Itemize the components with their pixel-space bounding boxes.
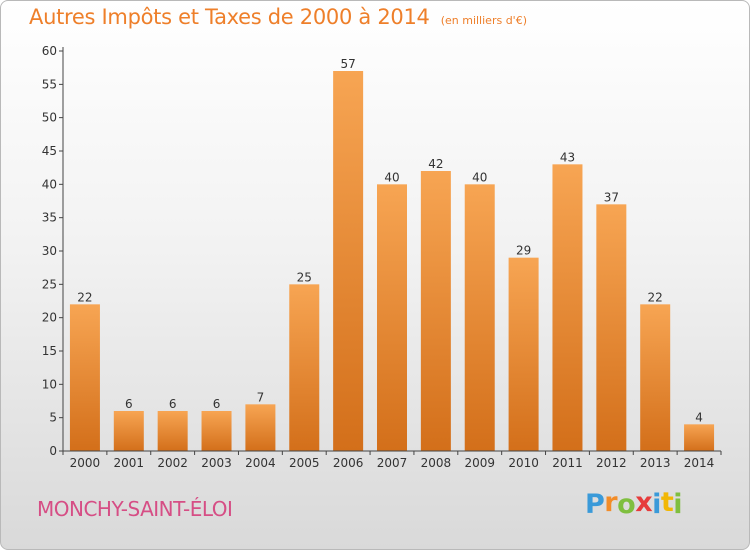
- chart-title: Autres Impôts et Taxes de 2000 à 2014 (e…: [29, 5, 527, 29]
- logo-letter: t: [660, 487, 674, 518]
- x-tick-label-2002: 2002: [157, 456, 188, 470]
- x-tick-label-2013: 2013: [640, 456, 671, 470]
- logo-letter: o: [617, 489, 636, 520]
- data-label-2005: 25: [297, 270, 312, 284]
- bar-2002: [157, 411, 188, 451]
- bar-2001: [113, 411, 144, 451]
- data-label-2014: 4: [695, 410, 703, 424]
- x-tick-label-2004: 2004: [245, 456, 276, 470]
- y-tick-label: 20: [42, 311, 57, 325]
- x-tick-label-2014: 2014: [684, 456, 715, 470]
- bar-2004: [245, 404, 276, 451]
- y-tick-label: 5: [49, 411, 57, 425]
- data-label-2006: 57: [340, 57, 355, 71]
- x-tick-label-2003: 2003: [201, 456, 232, 470]
- data-label-2011: 43: [560, 150, 575, 164]
- data-label-2012: 37: [604, 190, 619, 204]
- y-tick-label: 60: [42, 44, 57, 58]
- logo-letter: i: [652, 489, 661, 520]
- data-label-2003: 6: [213, 397, 221, 411]
- x-tick-label-2006: 2006: [333, 456, 364, 470]
- x-tick-label-2011: 2011: [552, 456, 583, 470]
- bar-2010: [508, 257, 539, 451]
- y-tick-label: 30: [42, 244, 57, 258]
- x-tick-label-2009: 2009: [464, 456, 495, 470]
- logo-letter: r: [604, 487, 618, 518]
- logo-letter: P: [585, 489, 605, 520]
- y-tick-label: 10: [42, 377, 57, 391]
- bar-2007: [377, 184, 407, 452]
- bar-2014: [684, 424, 715, 451]
- data-label-2001: 6: [125, 397, 133, 411]
- x-tick-label-2000: 2000: [70, 456, 101, 470]
- bar-2011: [552, 164, 583, 452]
- data-label-2007: 40: [384, 170, 399, 184]
- bar-2003: [201, 411, 232, 451]
- x-tick-label-2005: 2005: [289, 456, 320, 470]
- bar-2000: [69, 304, 100, 451]
- data-label-2010: 29: [516, 244, 531, 258]
- bar-2005: [289, 284, 320, 451]
- logo-letter: i: [673, 489, 683, 520]
- y-tick-label: 45: [42, 144, 57, 158]
- title-text: Autres Impôts et Taxes de 2000 à 2014: [29, 5, 430, 29]
- data-label-2013: 22: [648, 290, 663, 304]
- proxiti-logo: Proxiti: [585, 487, 683, 520]
- bar-2009: [464, 184, 495, 452]
- data-label-2002: 6: [169, 397, 177, 411]
- x-tick-label-2012: 2012: [596, 456, 627, 470]
- x-tick-label-2001: 2001: [114, 456, 145, 470]
- data-label-2004: 7: [257, 390, 265, 404]
- data-label-2009: 40: [472, 170, 487, 184]
- y-tick-label: 50: [42, 111, 57, 125]
- bar-2008: [420, 171, 451, 451]
- y-tick-label: 15: [42, 344, 57, 358]
- data-label-2000: 22: [77, 290, 92, 304]
- bar-2006: [333, 71, 364, 451]
- y-tick-label: 40: [42, 177, 57, 191]
- y-tick-label: 55: [42, 77, 57, 91]
- bar-2013: [640, 304, 671, 451]
- x-tick-label-2008: 2008: [421, 456, 452, 470]
- y-tick-label: 25: [42, 277, 57, 291]
- logo-letter: x: [635, 487, 653, 518]
- data-label-2008: 42: [428, 157, 443, 171]
- y-tick-label: 0: [49, 444, 57, 458]
- y-tick-label: 35: [42, 211, 57, 225]
- x-tick-label-2010: 2010: [508, 456, 539, 470]
- unit-note: (en milliers d'€): [440, 14, 527, 27]
- x-tick-label-2007: 2007: [377, 456, 408, 470]
- bar-2012: [596, 204, 627, 451]
- commune-name: MONCHY-SAINT-ÉLOI: [37, 497, 233, 521]
